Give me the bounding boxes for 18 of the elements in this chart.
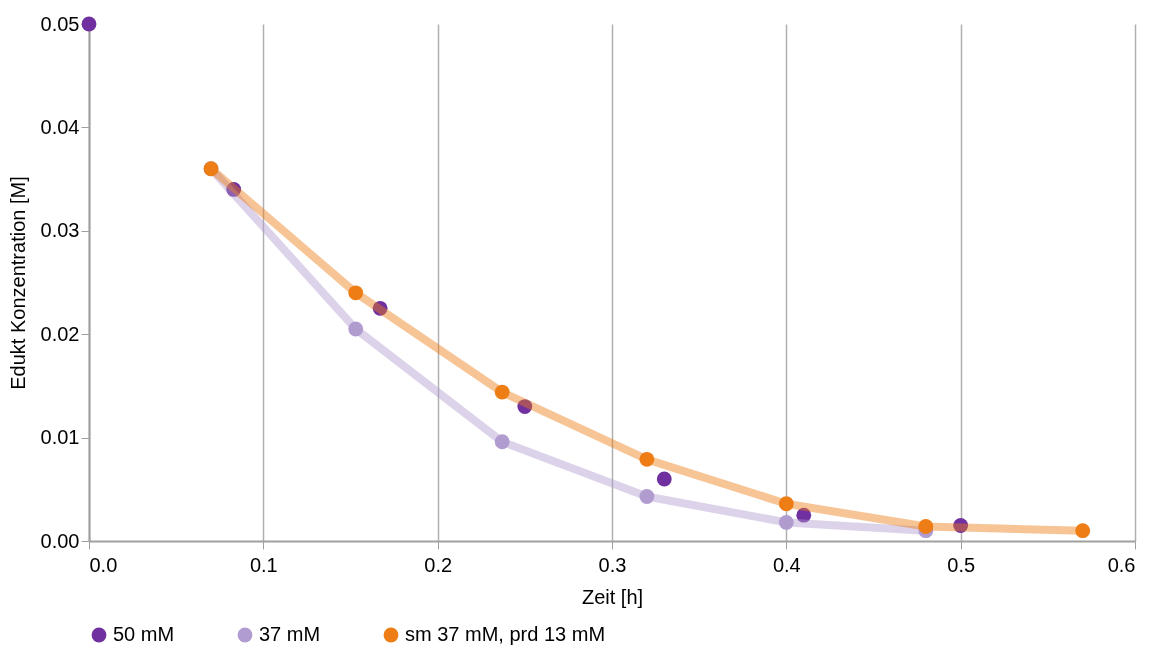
y-tick-label: 0.02 xyxy=(40,322,80,345)
legend-label: 50 mM xyxy=(113,623,175,645)
x-tick-label: 0.2 xyxy=(424,553,453,576)
legend-label: sm 37 mM, prd 13 mM xyxy=(405,623,606,645)
x-tick-label: 0.5 xyxy=(947,553,976,576)
y-tick-label: 0.04 xyxy=(40,115,80,138)
x-tick-label: 0.6 xyxy=(1107,553,1136,576)
x-tick-label: 0.3 xyxy=(598,553,627,576)
x-axis-title: Zeit [h] xyxy=(581,585,644,608)
y-tick-label: 0.01 xyxy=(40,426,80,449)
x-tick-label: 0.0 xyxy=(89,553,118,576)
y-tick-label: 0.03 xyxy=(40,219,80,242)
x-tick-label: 0.4 xyxy=(772,553,801,576)
y-axis-title: Edukt Konzentration [M] xyxy=(6,176,29,390)
y-tick-label: 0.05 xyxy=(40,12,80,35)
y-tick-label: 0.00 xyxy=(40,529,80,552)
legend-label: 37 mM xyxy=(259,623,321,645)
x-tick-label: 0.1 xyxy=(249,553,278,576)
